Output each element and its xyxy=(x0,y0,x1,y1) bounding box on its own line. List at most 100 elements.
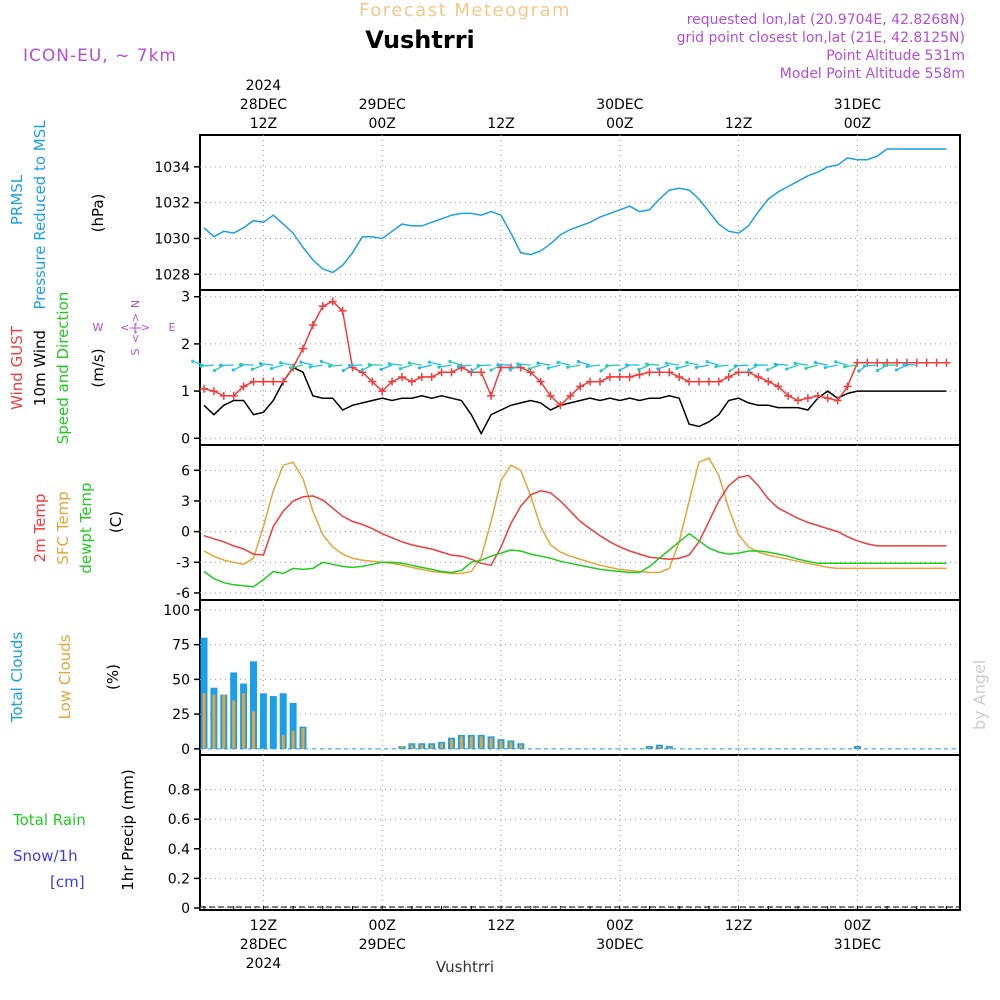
prmsl-line xyxy=(203,148,947,274)
low-cloud-bar xyxy=(301,728,305,749)
wind-gust-point xyxy=(704,377,713,386)
wind-gust-point xyxy=(378,387,387,396)
wind-direction-arrow xyxy=(606,364,620,367)
wind-arrow-head xyxy=(427,360,432,364)
wind-arrow-head xyxy=(566,365,570,369)
temperature-ytick-label: 0 xyxy=(181,525,190,541)
wind-arrow-head xyxy=(685,360,689,365)
total-cloud-bar xyxy=(259,693,267,749)
wind-gust-point xyxy=(200,384,208,393)
x-axis-top-label: 00Z xyxy=(844,116,871,132)
x-axis-top-label: 2024 xyxy=(246,78,282,94)
wind-arrow-head xyxy=(238,362,243,367)
watermark: by Angel xyxy=(970,660,989,730)
wind-arrow-head xyxy=(834,360,838,364)
wind-direction-arrow xyxy=(361,364,373,371)
wind-gust-point xyxy=(299,344,307,353)
wind-direction-arrow xyxy=(369,363,383,366)
low-cloud-bar xyxy=(657,746,661,749)
wind-arrow-head xyxy=(875,368,880,373)
wind-arrow-head xyxy=(882,363,886,367)
t2m-line xyxy=(203,474,947,567)
wind-direction-arrow xyxy=(280,362,294,366)
wind-direction-arrow xyxy=(578,360,591,366)
x-axis-bottom-label: 28DEC xyxy=(240,937,287,953)
total-cloud-bar xyxy=(289,703,297,749)
x-axis-top-label: 30DEC xyxy=(596,97,643,113)
wind-gust-point xyxy=(209,387,218,396)
low-cloud-bar xyxy=(222,694,226,749)
wind-arrow-head xyxy=(367,362,371,367)
wind-gust-point xyxy=(596,377,604,386)
low-cloud-bar xyxy=(440,743,444,749)
wind-direction-arrow xyxy=(380,364,393,370)
wind-direction-arrow xyxy=(706,361,719,366)
pressure-ytick-label: 1034 xyxy=(154,160,190,176)
wind-direction-arrow xyxy=(192,360,205,366)
wind-arrow-head xyxy=(219,363,223,367)
x-axis-top-label: 28DEC xyxy=(240,97,287,113)
low-cloud-bar xyxy=(855,747,859,749)
wind-direction-arrow xyxy=(825,364,838,369)
precip-ytick-label: 0.8 xyxy=(168,783,190,799)
pressure-label-1: PRMSL xyxy=(8,174,26,225)
wind-direction-arrow xyxy=(877,364,888,372)
wind-direction-arrow xyxy=(509,364,522,371)
x-axis-bottom-label: 12Z xyxy=(487,918,514,934)
x-axis-top-label: 00Z xyxy=(368,116,395,132)
wind-arrow-head xyxy=(398,367,402,371)
wind-direction-arrow xyxy=(646,363,660,366)
wind-gust-point xyxy=(407,377,416,386)
wind-direction-arrow xyxy=(748,364,759,371)
low-cloud-bar xyxy=(509,741,513,749)
wind-gust-point xyxy=(823,394,832,403)
wind-direction-arrow xyxy=(342,364,353,372)
wind-unit: (m/s) xyxy=(89,348,107,387)
wind-arrow-head xyxy=(556,360,560,364)
wind-arrow-head xyxy=(250,367,254,371)
product-title: Forecast Meteogram xyxy=(359,0,571,21)
low-cloud-bar xyxy=(400,746,404,749)
wind-direction-arrow xyxy=(409,362,422,366)
wind-arrow-head xyxy=(496,363,500,367)
location-title: Vushtrri xyxy=(365,26,475,54)
wind-gust-point xyxy=(685,377,694,386)
wind-direction-arrow xyxy=(290,364,304,369)
point-altitude: Point Altitude 531m xyxy=(826,48,965,64)
footer-location: Vushtrri xyxy=(436,958,494,976)
wind-arrow-head xyxy=(546,366,550,370)
low-clouds-label: Low Clouds xyxy=(56,634,74,719)
dewpt-temp-label: dewpt Temp xyxy=(77,482,95,573)
wind-direction-arrow xyxy=(767,364,779,371)
wind-gust-point xyxy=(477,368,486,377)
precip-unit: 1hr Precip (mm) xyxy=(119,769,137,890)
wind-gust-point xyxy=(912,358,921,367)
temp-unit: (C) xyxy=(107,511,125,533)
wind-direction-arrow xyxy=(310,364,323,368)
wind-arrow-head xyxy=(599,369,603,373)
wind-arrow-head xyxy=(656,367,660,371)
total-cloud-bar xyxy=(279,693,287,749)
wind-gust-point xyxy=(269,377,278,386)
wind-gust-point xyxy=(813,391,822,400)
low-cloud-bar xyxy=(232,700,236,749)
wind-arrow-head xyxy=(536,361,540,365)
wind-arrow-head xyxy=(437,365,441,369)
pressure-ytick-label: 1028 xyxy=(154,267,190,283)
x-axis-bottom-label: 00Z xyxy=(368,918,395,934)
wind-direction-arrow xyxy=(775,363,789,366)
model-name: ICON-EU, ~ 7km xyxy=(23,46,177,66)
wind-direction-arrow xyxy=(528,364,541,370)
wind-direction-arrow xyxy=(548,364,561,369)
wind-direction-arrow xyxy=(490,364,502,371)
wind-arrow-head xyxy=(456,364,461,368)
wind-arrow-head xyxy=(319,359,323,363)
wind-direction-arrow xyxy=(438,364,452,368)
compass-north: N xyxy=(129,300,142,308)
wind-gust-point xyxy=(625,372,634,381)
wind-arrow-head xyxy=(476,363,480,368)
wind-gust-point xyxy=(714,377,723,386)
wind-direction-arrow xyxy=(795,362,808,366)
low-cloud-bar xyxy=(489,737,493,749)
wind-direction-arrow xyxy=(252,364,264,370)
